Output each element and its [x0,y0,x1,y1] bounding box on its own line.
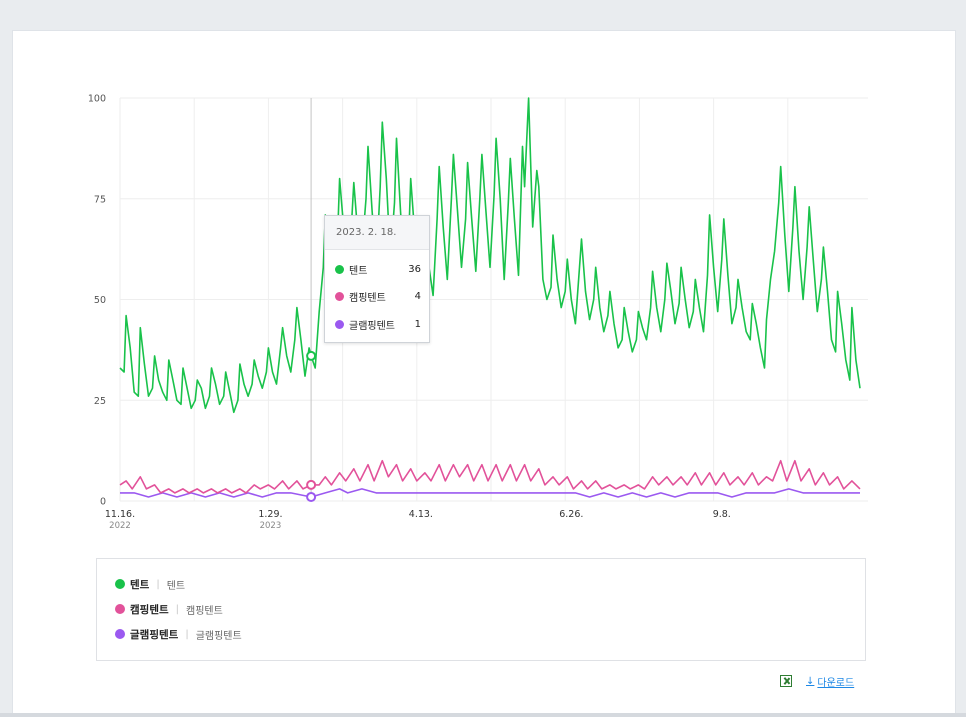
x-tick-year-label: 2023 [260,521,282,531]
tooltip-series-value: 1 [414,318,421,330]
chart-tooltip: 2023. 2. 18. 텐트 36 캠핑텐트 4 글램핑텐트 1 [324,215,430,343]
legend-series-name: 텐트 [130,578,150,591]
bottom-border [0,713,966,717]
x-tick-label: 6.26. [559,509,583,520]
download-link[interactable]: ↓ 다운로드 [806,674,854,689]
tooltip-series-name: 캠핑텐트 [349,292,386,304]
tooltip-row-camping-tent: 캠핑텐트 4 [335,289,421,304]
legend-keywords: 글램핑텐트 [195,630,242,642]
tooltip-row-glamping-tent: 글램핑텐트 1 [335,317,421,332]
tooltip-series-name: 텐트 [349,265,368,277]
excel-icon[interactable] [780,675,792,687]
legend-separator: | [185,628,189,640]
hover-marker-tent [306,350,317,361]
download-bar: ↓ 다운로드 [780,673,854,689]
camping-tent-color-dot-icon [335,291,344,301]
legend-item-tent[interactable]: 텐트 | 텐트 [115,575,185,593]
x-tick-label: 11.16. [105,509,135,520]
tent-color-dot-icon [115,579,125,589]
x-tick-label: 4.13. [409,509,433,520]
download-label: 다운로드 [817,677,855,689]
glamping-tent-color-dot-icon [335,319,344,329]
legend-separator: | [175,603,180,615]
y-tick-label: 50 [94,295,106,306]
tooltip-series-value: 36 [408,263,421,275]
legend-keywords: 캠핑텐트 [186,605,223,617]
y-tick-label: 25 [94,396,106,407]
series-line-tent [119,97,861,414]
legend-series-name: 캠핑텐트 [130,603,169,616]
legend-keywords: 텐트 [166,580,186,592]
y-tick-label: 100 [88,94,106,105]
x-tick-year-label: 2022 [109,521,131,531]
tooltip-series-name: 글램핑텐트 [349,320,395,332]
legend-item-glamping-tent[interactable]: 글램핑텐트 | 글램핑텐트 [115,625,242,643]
hover-marker-camping-tent [306,479,317,490]
series-line-camping-tent [119,459,861,494]
legend-series-name: 글램핑텐트 [130,628,179,641]
legend: 텐트 | 텐트 캠핑텐트 | 캠핑텐트 글램핑텐트 | 글램핑텐트 [96,558,866,661]
download-arrow-icon: ↓ [806,675,815,687]
camping-tent-color-dot-icon [115,604,125,614]
hover-marker-glamping-tent [306,491,317,502]
tooltip-date: 2023. 2. 18. [325,216,429,250]
x-tick-label: 1.29. [258,509,282,520]
tooltip-row-tent: 텐트 36 [335,262,421,277]
series-line-glamping-tent [120,488,860,498]
glamping-tent-color-dot-icon [115,629,125,639]
y-tick-label: 75 [94,194,106,205]
x-tick-label: 9.8. [713,509,731,520]
tooltip-series-value: 4 [414,290,421,302]
legend-separator: | [156,578,160,590]
tent-color-dot-icon [335,264,344,274]
y-tick-label: 0 [100,497,106,508]
legend-item-camping-tent[interactable]: 캠핑텐트 | 캠핑텐트 [115,600,223,618]
